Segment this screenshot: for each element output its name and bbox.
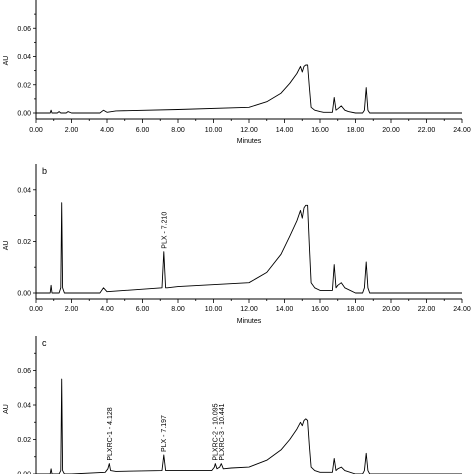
x-tick-label: 24.00: [453, 306, 471, 313]
y-tick-label: 0.04: [17, 403, 31, 410]
x-tick-label: 16.00: [311, 306, 329, 313]
x-axis-label: Minutes: [237, 318, 262, 325]
x-tick-label: 8.00: [171, 306, 185, 313]
y-axis-label: AU: [3, 56, 10, 66]
series-line: [36, 64, 462, 114]
y-tick-label: 0.00: [17, 111, 31, 118]
x-tick-label: 18.00: [347, 127, 365, 134]
y-tick-label: 0.06: [17, 26, 31, 33]
peak-label: PLX - 7.197: [161, 415, 168, 452]
y-tick-label: 0.00: [17, 472, 31, 474]
x-tick-label: 8.00: [171, 127, 185, 134]
x-tick-label: 2.00: [65, 127, 79, 134]
y-tick-label: 0.04: [17, 187, 31, 194]
x-tick-label: 22.00: [418, 127, 436, 134]
x-tick-label: 2.00: [65, 306, 79, 313]
x-tick-label: 22.00: [418, 306, 436, 313]
x-tick-label: 6.00: [136, 127, 150, 134]
x-tick-label: 12.00: [240, 306, 258, 313]
x-tick-label: 12.00: [240, 127, 258, 134]
y-tick-label: 0.04: [17, 54, 31, 61]
peak-label: PLXRC-2 - 10.095: [213, 403, 220, 460]
x-tick-label: 0.00: [29, 306, 43, 313]
chart-panel-2: 0.00 0.02 0.04 AU 0.00 2.00 4.00 6.00 8.00 10.00 1…: [3, 164, 471, 325]
y-tick-label: 0.02: [17, 82, 31, 89]
x-tick-label: 20.00: [382, 306, 400, 313]
y-axis-label: AU: [3, 404, 10, 414]
y-axis-label: AU: [3, 241, 10, 251]
x-tick-label: 14.00: [276, 306, 294, 313]
panel-letter: c: [42, 338, 47, 348]
x-tick-label: 10.00: [205, 127, 223, 134]
y-tick-label: 0.02: [17, 239, 31, 246]
x-tick-label: 18.00: [347, 306, 365, 313]
x-tick-label: 4.00: [100, 306, 114, 313]
x-tick-label: 24.00: [453, 127, 471, 134]
series-line: [36, 202, 462, 294]
x-tick-label: 4.00: [100, 127, 114, 134]
chart-panel-3: 0.00 0.02 0.04 0.06 AU c PLXRC-1 - 4.128 PLX - …: [3, 336, 462, 474]
panel-letter: b: [42, 166, 47, 176]
x-tick-label: 20.00: [382, 127, 400, 134]
chart-panel-1: 0.00 0.02 0.04 0.06 AU 0.00 2.00 4.00 6.00 8.00 10…: [3, 0, 471, 145]
y-tick-label: 0.00: [17, 291, 31, 298]
peak-label: PLX - 7.210: [161, 212, 168, 249]
x-tick-label: 16.00: [311, 127, 329, 134]
peak-label: PLXRC-1 - 4.128: [107, 407, 114, 460]
x-tick-label: 10.00: [205, 306, 223, 313]
x-tick-label: 6.00: [136, 306, 150, 313]
x-axis-label: Minutes: [237, 138, 262, 145]
peak-label: PLXRC-3 - 10.441: [219, 403, 226, 460]
series-line: [36, 378, 462, 474]
y-tick-label: 0.02: [17, 437, 31, 444]
y-tick-label: 0.06: [17, 368, 31, 375]
x-tick-label: 14.00: [276, 127, 294, 134]
x-tick-label: 0.00: [29, 127, 43, 134]
